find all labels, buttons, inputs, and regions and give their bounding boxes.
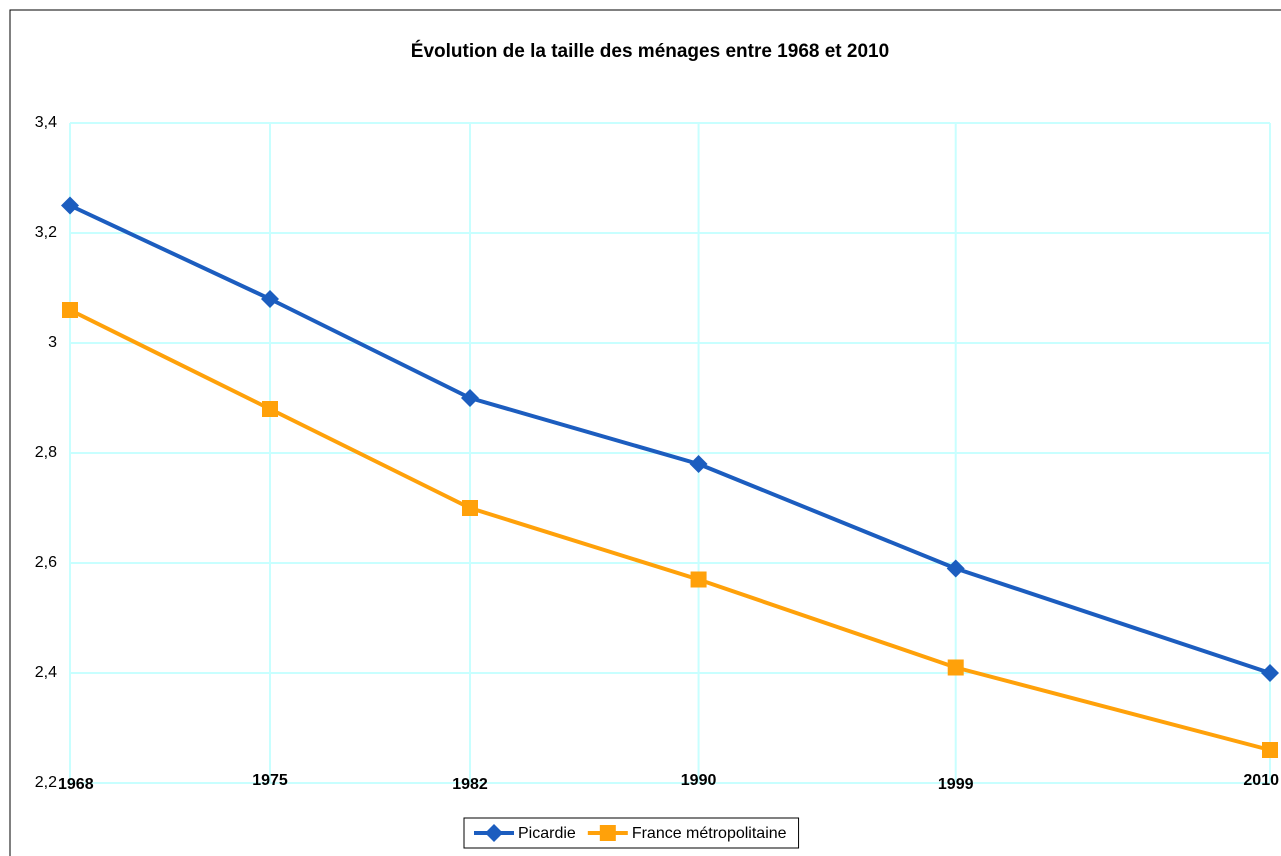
marker	[61, 196, 79, 215]
x-tick-label: 2010	[1243, 772, 1279, 789]
marker	[689, 455, 708, 473]
y-tick-label: 3	[48, 334, 57, 351]
y-tick-label: 2,8	[35, 444, 57, 461]
series-line	[69, 203, 1271, 675]
x-tick-label: 1968	[58, 776, 94, 793]
marker	[599, 825, 616, 841]
y-tick-label: 2,4	[35, 664, 57, 681]
legend-label: Picardie	[518, 825, 576, 842]
legend-box	[463, 817, 800, 849]
x-tick-label: 1982	[452, 776, 488, 793]
marker	[262, 401, 278, 417]
y-tick-label: 3,4	[35, 114, 57, 131]
marker	[690, 571, 707, 588]
x-tick-label: 1990	[681, 772, 717, 789]
series-line	[69, 308, 1271, 752]
legend-label: France métropolitaine	[632, 825, 787, 842]
x-tick-label: 1975	[252, 772, 288, 789]
y-tick-label: 3,2	[35, 224, 57, 241]
marker	[462, 500, 478, 516]
x-tick-label: 1999	[938, 776, 974, 793]
chart-title: Évolution de la taille des ménages entre…	[411, 40, 889, 62]
marker	[1261, 664, 1279, 682]
marker	[485, 824, 503, 842]
marker	[62, 302, 78, 318]
marker	[946, 559, 965, 578]
legend: Picardie France métropolitaine	[463, 817, 800, 849]
marker	[947, 659, 964, 676]
y-tick-label: 2,6	[35, 554, 57, 571]
marker	[1262, 742, 1278, 758]
chart-border	[9, 9, 1281, 856]
marker	[261, 290, 279, 308]
marker	[461, 389, 479, 407]
y-tick-label: 2,2	[35, 774, 57, 791]
